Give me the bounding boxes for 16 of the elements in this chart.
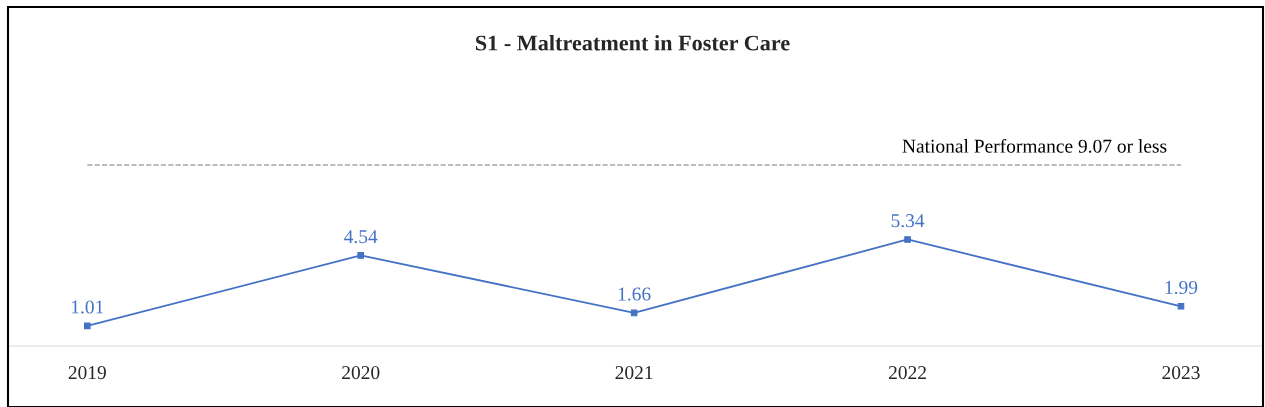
chart-title: S1 - Maltreatment in Foster Care [475,34,790,51]
x-tick-label: 2019 [68,366,106,380]
x-tick-label: 2020 [342,366,380,380]
data-label: 5.34 [891,214,925,228]
data-label: 1.99 [1165,280,1198,295]
point [357,252,365,259]
point [1177,303,1185,310]
point [83,322,91,330]
data-label: 1.66 [618,287,651,301]
x-tick-label: 2021 [615,366,653,380]
data-label: 1.01 [71,300,104,314]
data-label: 4.54 [344,230,378,244]
x-tick-label: 2023 [1162,366,1200,380]
point [904,236,911,243]
ref-line-label: National Performance 9.07 or less [902,138,1167,153]
x-tick-label: 2022 [888,366,926,380]
